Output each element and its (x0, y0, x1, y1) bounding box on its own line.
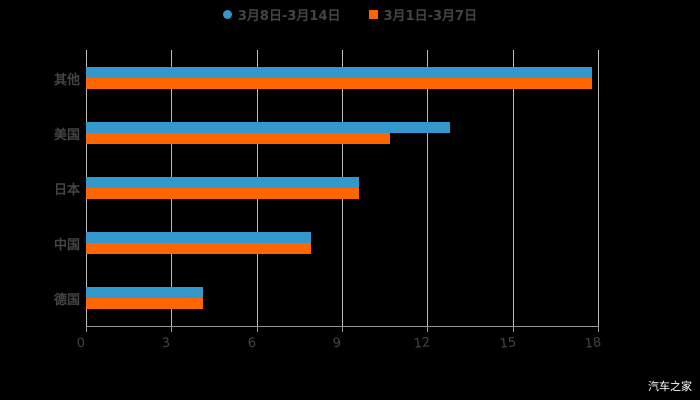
gridline (512, 50, 514, 326)
x-tick (427, 326, 429, 332)
bar[interactable] (86, 243, 311, 255)
bar[interactable] (86, 188, 360, 199)
bar[interactable] (86, 232, 311, 244)
x-tick-label: 18 (583, 335, 603, 352)
legend-square-icon (368, 9, 378, 19)
gridline (598, 50, 599, 326)
x-tick-label: 3 (161, 335, 172, 352)
x-tick-label: 15 (498, 335, 517, 352)
legend-label: 3月1日-3月7日 (383, 8, 478, 24)
legend-circle-icon (222, 9, 232, 19)
x-tick (598, 326, 599, 332)
x-tick-label: 9 (332, 335, 342, 352)
watermark: 汽车之家 (648, 380, 692, 393)
y-category-label: 德国 (53, 293, 80, 309)
legend-item-week2[interactable]: 3月8日-3月14日 (222, 5, 341, 24)
legend-item-week1[interactable]: 3月1日-3月7日 (368, 5, 478, 24)
y-category-label: 美国 (53, 127, 80, 143)
bar[interactable] (86, 77, 593, 89)
x-tick (171, 326, 173, 332)
x-tick (342, 326, 343, 332)
x-tick (512, 326, 514, 332)
bar[interactable] (86, 287, 203, 299)
y-category-label: 中国 (53, 238, 80, 254)
y-category-label: 日本 (53, 183, 80, 198)
x-tick (256, 326, 258, 332)
bar[interactable] (86, 298, 203, 310)
legend-label: 3月8日-3月14日 (237, 8, 341, 24)
bar[interactable] (86, 177, 360, 188)
x-tick-label: 0 (76, 335, 86, 352)
x-tick-label: 12 (413, 335, 432, 352)
x-tick-label: 6 (246, 335, 257, 352)
chart-legend: 3月8日-3月14日 3月1日-3月7日 (0, 4, 700, 24)
plot-area (86, 50, 599, 326)
y-category-label: 其他 (53, 72, 80, 88)
bar[interactable] (86, 132, 391, 144)
x-tick (86, 326, 87, 332)
bar[interactable] (86, 66, 593, 78)
bar[interactable] (86, 121, 451, 133)
gridline (427, 50, 429, 326)
